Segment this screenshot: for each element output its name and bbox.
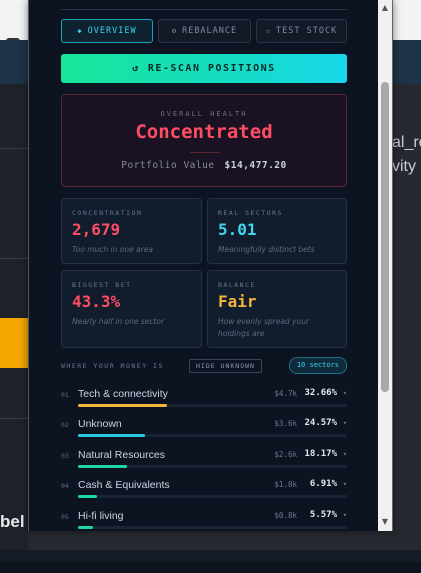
sector-amount: $4.7k [274, 389, 297, 398]
chevron-down-icon[interactable]: ▾ [342, 450, 347, 458]
sector-percent: 24.57% [304, 418, 337, 428]
sector-bar-fill [78, 495, 97, 498]
sector-name: Natural Resources [78, 449, 165, 461]
sector-row[interactable]: 05 Hi-fi living $0.8k 5.57% ▾ [61, 510, 347, 531]
scroll-down-icon[interactable]: ▼ [381, 517, 389, 526]
sector-row[interactable]: 03 Natural Resources $2.6k 18.17% ▾ [61, 449, 347, 477]
sector-bar-track [78, 526, 347, 529]
top-divider [61, 9, 347, 10]
sector-bar-track [78, 465, 347, 468]
card-subtitle: Nearly half in one sector [72, 317, 165, 326]
sector-count-badge: 10 sectors [288, 357, 347, 374]
health-label: OVERALL HEALTH [160, 110, 248, 118]
rescan-label: RE-SCAN POSITIONS [147, 63, 276, 74]
sectors-header: WHERE YOUR MONEY IS HIDE UNKNOWN 10 sect… [61, 357, 347, 374]
extension-popup: ◆ OVERVIEW ⚙ REBALANCE ▫ TEST STOCK ↺ RE… [28, 0, 393, 531]
background-divider [0, 148, 28, 149]
biggest-bet-card: BIGGEST BET 43.3% Nearly half in one sec… [61, 270, 202, 348]
card-label: CONCENTRATION [72, 209, 143, 217]
sector-index: 01 [61, 391, 69, 399]
popup-content: ◆ OVERVIEW ⚙ REBALANCE ▫ TEST STOCK ↺ RE… [29, 0, 378, 531]
sector-percent: 6.91% [309, 479, 337, 489]
sector-row[interactable]: 01 Tech & connectivity $4.7k 32.66% ▾ [61, 388, 347, 416]
background-text: vity [392, 158, 416, 175]
card-subtitle: Meaningfully distinct bets [218, 245, 315, 254]
sector-amount: $2.6k [274, 450, 297, 459]
hide-unknown-button[interactable]: HIDE UNKNOWN [189, 359, 262, 373]
overall-health-card: OVERALL HEALTH Concentrated Portfolio Va… [61, 94, 347, 187]
sector-amount: $0.8k [274, 511, 297, 520]
card-label: BIGGEST BET [72, 281, 132, 289]
card-label: BALANCE [218, 281, 256, 289]
portfolio-value-label: Portfolio Value [121, 160, 215, 171]
sector-index: 03 [61, 452, 69, 460]
tab-label: TEST STOCK [276, 26, 338, 36]
card-value: 2,679 [72, 220, 121, 239]
background-divider [0, 418, 28, 419]
card-subtitle: How evenly spread your holdings are [218, 317, 310, 338]
tab-test-stock[interactable]: ▫ TEST STOCK [256, 19, 347, 43]
card-label: REAL SECTORS [218, 209, 283, 217]
rescan-positions-button[interactable]: ↺ RE-SCAN POSITIONS [61, 54, 347, 83]
background-divider [0, 258, 28, 259]
background-orange-block [0, 318, 28, 368]
chevron-down-icon[interactable]: ▾ [342, 419, 347, 427]
sector-percent: 32.66% [304, 388, 337, 398]
sector-percent: 18.17% [304, 449, 337, 459]
card-value: 5.01 [218, 220, 257, 239]
sectors-title: WHERE YOUR MONEY IS [61, 362, 164, 370]
tab-label: OVERVIEW [87, 26, 137, 36]
chevron-down-icon[interactable]: ▾ [342, 480, 347, 488]
card-subtitle: Too much in one area [72, 245, 153, 254]
sector-bar-fill [78, 526, 94, 529]
sector-bar-track [78, 434, 347, 437]
chevron-down-icon[interactable]: ▾ [342, 389, 347, 397]
tab-label: REBALANCE [182, 26, 238, 36]
square-icon: ▫ [265, 27, 272, 35]
sector-index: 02 [61, 421, 69, 429]
sector-bar-fill [78, 404, 167, 407]
background-left-panel [0, 84, 28, 550]
sector-index: 05 [61, 513, 69, 521]
sector-row[interactable]: 02 Unknown $3.6k 24.57% ▾ [61, 418, 347, 446]
health-divider [190, 152, 220, 153]
concentration-card: CONCENTRATION 2,679 Too much in one area [61, 198, 202, 264]
sector-name: Hi-fi living [78, 510, 124, 522]
scroll-up-icon[interactable]: ▲ [381, 3, 389, 12]
portfolio-value: $14,477.20 [224, 160, 287, 171]
scrollbar[interactable]: ▲ ▼ [378, 0, 392, 531]
portfolio-value-line: Portfolio Value $14,477.20 [62, 160, 346, 171]
background-label: bel [0, 512, 25, 531]
sector-bar-track [78, 495, 347, 498]
card-value: Fair [218, 292, 257, 311]
refresh-icon: ↺ [132, 63, 140, 74]
health-value: Concentrated [135, 121, 273, 143]
sector-name: Tech & connectivity [78, 388, 168, 400]
chevron-down-icon[interactable]: ▾ [342, 511, 347, 519]
tab-overview[interactable]: ◆ OVERVIEW [61, 19, 153, 43]
background-footer-strip [0, 562, 421, 573]
sector-name: Unknown [78, 418, 122, 430]
sector-bar-track [78, 404, 347, 407]
sector-amount: $1.0k [274, 480, 297, 489]
settings-icon: ⚙ [171, 27, 178, 35]
sector-name: Cash & Equivalents [78, 479, 170, 491]
sector-amount: $3.6k [274, 419, 297, 428]
card-value: 43.3% [72, 292, 121, 311]
sector-row[interactable]: 04 Cash & Equivalents $1.0k 6.91% ▾ [61, 479, 347, 507]
sector-index: 04 [61, 482, 69, 490]
sector-percent: 5.57% [309, 510, 337, 520]
scrollbar-thumb[interactable] [381, 82, 389, 392]
balance-card: BALANCE Fair How evenly spread your hold… [207, 270, 347, 348]
real-sectors-card: REAL SECTORS 5.01 Meaningfully distinct … [207, 198, 347, 264]
sector-bar-fill [78, 465, 128, 468]
tab-rebalance[interactable]: ⚙ REBALANCE [158, 19, 251, 43]
diamond-icon: ◆ [77, 27, 83, 35]
background-text: al_re [392, 134, 421, 151]
sector-bar-fill [78, 434, 145, 437]
